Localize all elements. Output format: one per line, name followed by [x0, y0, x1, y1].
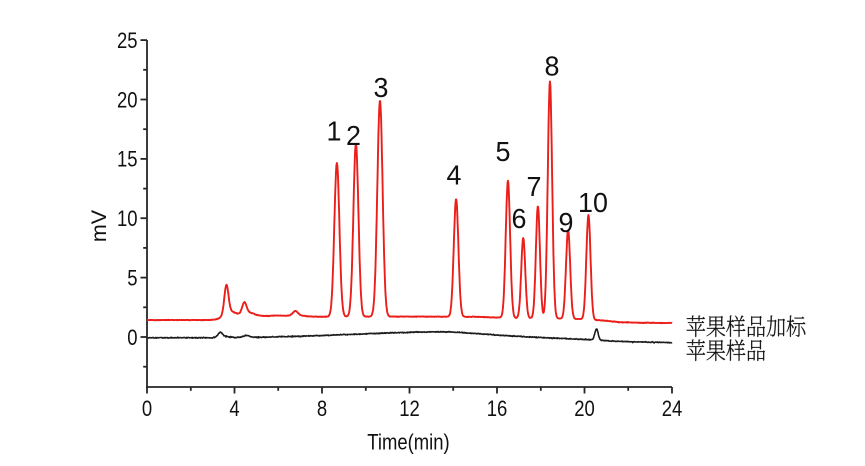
- svg-text:5: 5: [496, 135, 511, 167]
- svg-text:15: 15: [117, 148, 138, 172]
- svg-text:3: 3: [374, 71, 389, 103]
- svg-text:20: 20: [574, 398, 595, 422]
- svg-text:16: 16: [487, 398, 508, 422]
- svg-text:mV: mV: [87, 209, 111, 242]
- svg-text:20: 20: [117, 89, 138, 113]
- svg-text:2: 2: [346, 119, 361, 151]
- svg-text:8: 8: [545, 50, 560, 82]
- svg-text:10: 10: [117, 208, 138, 232]
- svg-text:5: 5: [127, 267, 137, 291]
- svg-text:0: 0: [142, 398, 152, 422]
- svg-text:24: 24: [662, 398, 683, 422]
- svg-text:0: 0: [127, 326, 137, 350]
- svg-text:7: 7: [527, 170, 542, 202]
- svg-text:4: 4: [447, 159, 462, 191]
- svg-text:10: 10: [578, 186, 608, 218]
- svg-text:Time(min): Time(min): [367, 431, 449, 455]
- svg-text:8: 8: [317, 398, 327, 422]
- svg-text:6: 6: [512, 202, 527, 234]
- svg-text:25: 25: [117, 29, 138, 53]
- svg-text:9: 9: [559, 206, 574, 238]
- svg-text:12: 12: [399, 398, 420, 422]
- svg-text:1: 1: [327, 115, 342, 147]
- svg-text:4: 4: [229, 398, 239, 422]
